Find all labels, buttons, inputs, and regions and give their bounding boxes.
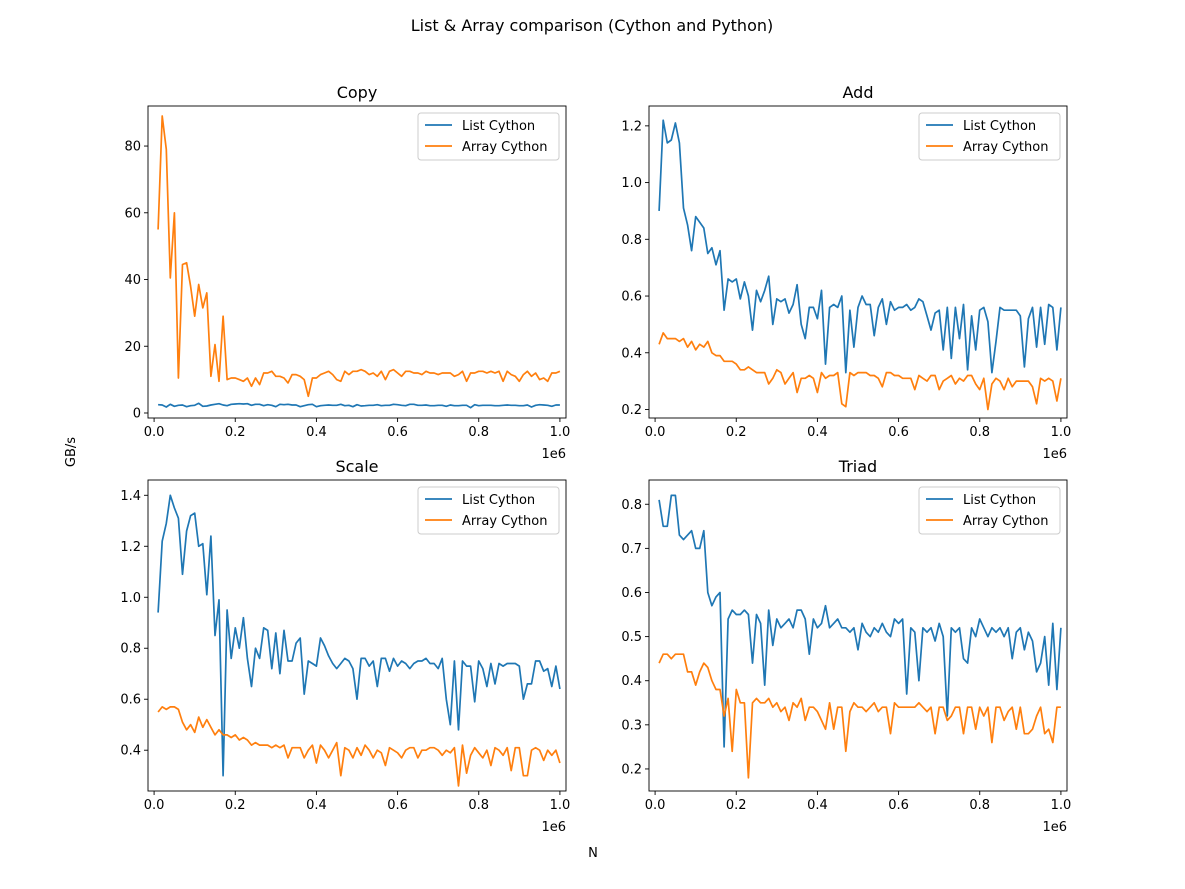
- x-tick-label: 0.8: [969, 798, 990, 813]
- y-tick-label: 0.6: [120, 693, 141, 708]
- figure-title: List & Array comparison (Cython and Pyth…: [411, 16, 774, 35]
- series-line-list-cython: [157, 494, 561, 777]
- y-tick-label: 0.4: [621, 674, 642, 689]
- x-tick-label: 0.0: [144, 798, 165, 813]
- subplot-scale: 0.0 0.2 0.4 0.6 0.8 1.0 0.4 0.6 0.8 1.0 1.2 1.4 1e6 S…: [120, 457, 570, 835]
- y-tick-label: 1.0: [621, 176, 642, 191]
- y-tick-label: 0.4: [621, 346, 642, 361]
- x-tick-label: 0.6: [888, 425, 909, 440]
- x-tick-label: 0.6: [387, 798, 408, 813]
- y-tick-label: 20: [124, 340, 141, 355]
- legend-label: List Cython: [963, 493, 1036, 508]
- series-line-list-cython: [158, 402, 560, 409]
- y-tick-label: 0.8: [120, 642, 141, 657]
- legend: List Cython Array Cython: [918, 486, 1061, 535]
- y-tick-label: 1.2: [120, 540, 141, 555]
- x-offset-label: 1e6: [541, 820, 566, 835]
- x-tick-label: 1.0: [550, 798, 571, 813]
- y-tick-label: 0.6: [621, 586, 642, 601]
- subplot-title: Triad: [838, 457, 877, 476]
- y-tick-label: 0.8: [621, 233, 642, 248]
- legend: List Cython Array Cython: [417, 112, 560, 161]
- series-line-array-cython: [658, 653, 1061, 779]
- y-tick-label: 1.4: [120, 489, 141, 504]
- x-offset-label: 1e6: [541, 447, 566, 462]
- x-tick-label: 0.2: [225, 425, 246, 440]
- series-line-list-cython: [658, 494, 1062, 748]
- subplot-title: Scale: [335, 457, 378, 476]
- subplot-title: Copy: [337, 83, 378, 102]
- shared-x-label: N: [588, 846, 598, 861]
- x-tick-label: 0.8: [468, 798, 489, 813]
- x-tick-label: 0.0: [144, 425, 165, 440]
- legend-label: Array Cython: [462, 140, 547, 155]
- series-line-array-cython: [658, 332, 1062, 411]
- series-line-array-cython: [157, 115, 561, 398]
- subplot-title: Add: [843, 83, 874, 102]
- y-tick-label: 0.5: [621, 630, 642, 645]
- legend-label: List Cython: [462, 493, 535, 508]
- legend-label: List Cython: [963, 119, 1036, 134]
- x-tick-label: 1.0: [1051, 425, 1072, 440]
- x-tick-label: 0.8: [969, 425, 990, 440]
- x-tick-label: 0.0: [645, 425, 666, 440]
- y-tick-label: 1.0: [120, 591, 141, 606]
- y-tick-label: 0.2: [621, 762, 642, 777]
- x-tick-label: 0.4: [807, 798, 828, 813]
- y-tick-label: 0.2: [621, 403, 642, 418]
- y-tick-label: 40: [124, 273, 141, 288]
- axes-frame: [648, 479, 1068, 792]
- x-tick-label: 0.2: [726, 425, 747, 440]
- y-tick-label: 0.8: [621, 498, 642, 513]
- legend-box: [918, 486, 1061, 535]
- y-tick-label: 0: [133, 406, 141, 421]
- axes-frame: [147, 479, 567, 792]
- x-tick-label: 1.0: [550, 425, 571, 440]
- x-tick-label: 0.0: [645, 798, 666, 813]
- x-tick-label: 0.8: [468, 425, 489, 440]
- axes-frame: [648, 105, 1068, 419]
- legend-box: [417, 112, 560, 161]
- x-tick-label: 0.6: [888, 798, 909, 813]
- legend-label: Array Cython: [462, 514, 547, 529]
- series-line-array-cython: [157, 706, 561, 787]
- legend-box: [918, 112, 1061, 161]
- legend: List Cython Array Cython: [417, 486, 560, 535]
- legend: List Cython Array Cython: [918, 112, 1061, 161]
- x-tick-label: 0.4: [306, 798, 327, 813]
- legend-label: List Cython: [462, 119, 535, 134]
- y-tick-label: 0.3: [621, 718, 642, 733]
- axes-frame: [147, 105, 567, 419]
- x-tick-label: 1.0: [1051, 798, 1072, 813]
- x-tick-label: 0.6: [387, 425, 408, 440]
- legend-label: Array Cython: [963, 140, 1048, 155]
- x-tick-label: 0.4: [807, 425, 828, 440]
- y-tick-label: 0.4: [120, 744, 141, 759]
- shared-y-label: GB/s: [64, 437, 79, 467]
- subplot-triad: 0.0 0.2 0.4 0.6 0.8 1.0 0.2 0.3 0.4 0.5 0.6 0.7 0.8 1…: [621, 457, 1071, 835]
- x-tick-label: 0.2: [225, 798, 246, 813]
- y-tick-label: 80: [124, 140, 141, 155]
- y-tick-label: 1.2: [621, 119, 642, 134]
- y-tick-label: 60: [124, 206, 141, 221]
- x-tick-label: 0.4: [306, 425, 327, 440]
- legend-label: Array Cython: [963, 514, 1048, 529]
- x-offset-label: 1e6: [1042, 820, 1067, 835]
- y-tick-label: 0.7: [621, 542, 642, 557]
- x-offset-label: 1e6: [1042, 447, 1067, 462]
- legend-box: [417, 486, 560, 535]
- subplot-add: 0.0 0.2 0.4 0.6 0.8 1.00.20.40.60.81.01.21e6A…: [621, 83, 1071, 462]
- subplot-copy: 0.0 0.2 0.4 0.6 0.8 1.0 0 20 40 60 80 1e6 Copy List C…: [124, 83, 570, 462]
- y-tick-label: 0.6: [621, 290, 642, 305]
- series-line-list-cython: [658, 119, 1062, 374]
- x-tick-label: 0.2: [726, 798, 747, 813]
